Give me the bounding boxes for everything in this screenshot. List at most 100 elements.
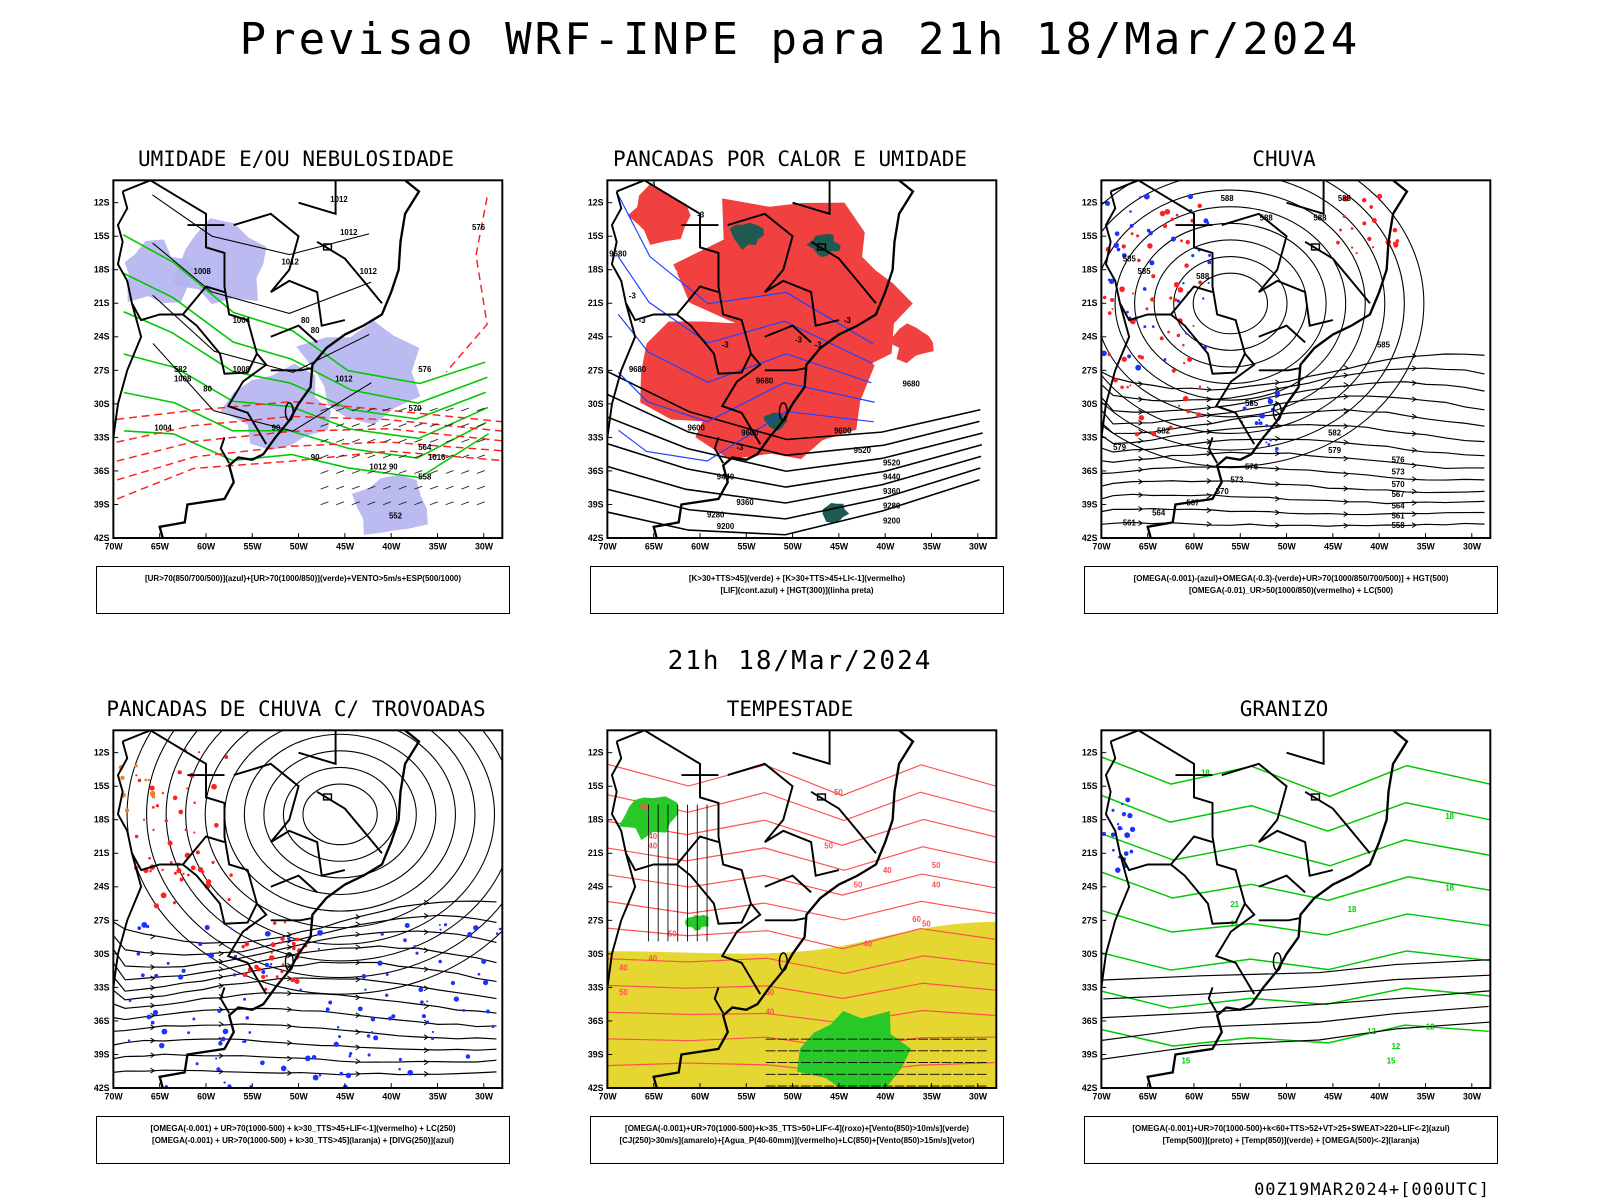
lat-label: 36S <box>1082 466 1098 476</box>
storm-cell <box>176 868 182 874</box>
red-precip-cell <box>1185 239 1191 245</box>
border-line <box>270 829 346 877</box>
border-line <box>1304 790 1371 854</box>
lat-label: 39S <box>94 499 110 509</box>
wind-arrow <box>429 470 438 474</box>
blue-precip-cell <box>1191 254 1195 258</box>
lifted-index-contour <box>618 410 874 462</box>
contour-label: 50 <box>766 988 775 997</box>
humidity-region <box>124 239 194 304</box>
border-line <box>270 917 312 922</box>
red-precip-cell <box>1134 432 1140 437</box>
wind-arrow <box>445 423 454 428</box>
orange-cell <box>147 778 151 782</box>
lon-label: 60W <box>197 1092 216 1102</box>
lat-label: 27S <box>1082 915 1098 925</box>
streamline <box>113 961 497 992</box>
precip-water-contour <box>607 927 996 950</box>
streamline-arrow <box>1343 499 1349 505</box>
red-precip-cell <box>1178 404 1181 407</box>
lat-label: 33S <box>1082 432 1098 442</box>
wind-arrow <box>461 438 470 443</box>
wind-arrow <box>476 438 485 443</box>
panel-1-basemap <box>607 180 915 538</box>
lon-label: 55W <box>243 1092 262 1102</box>
contour-label: 9360 <box>736 498 754 507</box>
red-precip-cell <box>1138 422 1141 425</box>
contour-label: 50 <box>639 802 648 811</box>
wind-arrow <box>398 485 407 490</box>
divergence-cell <box>338 1035 341 1039</box>
contour-label: -3 <box>815 340 823 349</box>
red-precip-cell <box>1177 287 1184 293</box>
hail-cell <box>1112 848 1115 852</box>
contour-label: 1012 <box>330 195 348 204</box>
contour-label: 9680 <box>903 380 921 389</box>
wind-arrow <box>429 423 438 428</box>
wind-arrow <box>414 423 423 428</box>
contour-label: -3 <box>639 316 647 325</box>
blue-precip-cell <box>1101 350 1107 357</box>
blue-precip-cell <box>1265 441 1268 444</box>
lon-label: 45W <box>1324 542 1343 552</box>
legend-line-1: [OMEGA(-0.001)+UR>70(1000-500)+k>35_TTS>… <box>625 1124 969 1133</box>
precip-water-contour <box>607 982 996 1000</box>
instability-region <box>695 337 875 460</box>
streamline-arrow <box>218 983 224 989</box>
contour-label: 12 <box>1426 1022 1435 1031</box>
wind-arrow <box>461 454 470 459</box>
thickness-contour <box>116 428 503 462</box>
border-line <box>764 279 840 327</box>
hail-cell <box>1115 867 1121 873</box>
streamline-arrow <box>150 1024 156 1031</box>
contour-label: 585 <box>1245 399 1259 408</box>
red-precip-cell <box>1350 246 1354 249</box>
border-line <box>219 437 231 464</box>
contour-label: 9280 <box>707 510 725 519</box>
lon-label: 60W <box>691 542 710 552</box>
wind-arrow <box>351 485 360 490</box>
instability-region <box>888 323 934 364</box>
map-granizo: 18 18 18 12 12 12 15 15 18 21 21 12S 15S 18S 21S 24S 27S… <box>1082 722 1504 1102</box>
streamline-arrow <box>150 984 156 991</box>
streamline-arrow <box>1343 485 1349 492</box>
streamline-arrow <box>150 1012 156 1019</box>
wind-arrow <box>476 454 485 459</box>
lat-label: 21S <box>94 848 110 858</box>
wind-arrow <box>414 470 423 474</box>
border-line <box>270 324 318 344</box>
lat-label: 42S <box>588 1083 604 1093</box>
streamline-arrow <box>1206 386 1212 393</box>
red-precip-cell <box>1197 203 1202 209</box>
panel-title: UMIDADE E/OU NEBULOSIDADE <box>137 147 455 171</box>
red-precip-cell <box>1186 409 1191 414</box>
thickness-contour <box>116 450 503 500</box>
storm-cell <box>164 819 168 823</box>
wind-arrow <box>382 454 392 459</box>
height-contour <box>607 479 980 536</box>
divergence-cell <box>339 1071 344 1076</box>
lat-label: 15S <box>588 781 604 791</box>
lon-label: 65W <box>1139 1092 1158 1102</box>
streamline-arrow <box>150 950 156 957</box>
red-precip-cell <box>1121 244 1126 249</box>
orange-cell <box>120 775 125 780</box>
blue-precip-cell <box>1208 253 1212 257</box>
lon-label: 50W <box>1278 542 1297 552</box>
divergence-cell <box>438 924 441 926</box>
mid-date-label: 21h 18/Mar/2024 <box>667 646 933 676</box>
lat-label: 15S <box>94 781 110 791</box>
border-line <box>1258 367 1300 372</box>
lon-label: 50W <box>1278 1092 1297 1102</box>
storm-cell <box>155 804 160 808</box>
contour-label: 9600 <box>834 426 852 435</box>
contour-label: 9600 <box>741 428 759 437</box>
divergence-cell <box>328 1000 333 1005</box>
storm-cell <box>214 822 219 828</box>
streamline-arrow <box>355 1058 361 1065</box>
contour-label: 1012 <box>360 267 378 276</box>
border-line <box>298 730 337 766</box>
legend-line-1: [K>30+TTS>45](verde) + [K>30+TTS>45+LI<-… <box>688 574 906 583</box>
